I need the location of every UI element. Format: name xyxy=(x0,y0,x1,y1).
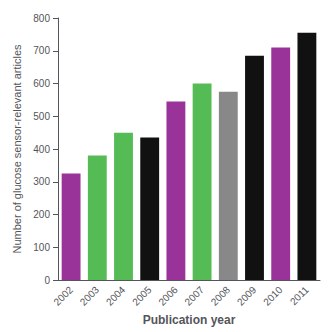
svg-text:400: 400 xyxy=(33,144,50,155)
svg-text:2004: 2004 xyxy=(104,284,128,308)
svg-text:Publication year: Publication year xyxy=(143,313,236,327)
svg-text:Number of glucose sensor-relev: Number of glucose sensor-relevant articl… xyxy=(11,44,23,254)
svg-text:800: 800 xyxy=(33,13,50,24)
svg-text:0: 0 xyxy=(44,275,50,286)
svg-text:300: 300 xyxy=(33,176,50,187)
svg-text:700: 700 xyxy=(33,45,50,56)
svg-text:500: 500 xyxy=(33,111,50,122)
svg-text:2009: 2009 xyxy=(235,284,259,308)
svg-text:2006: 2006 xyxy=(156,284,180,308)
svg-text:2003: 2003 xyxy=(78,284,102,308)
svg-text:2007: 2007 xyxy=(182,284,206,308)
svg-text:2010: 2010 xyxy=(261,284,285,308)
svg-text:2011: 2011 xyxy=(288,284,311,307)
svg-text:100: 100 xyxy=(33,242,50,253)
svg-text:600: 600 xyxy=(33,78,50,89)
svg-text:2002: 2002 xyxy=(51,284,75,308)
svg-text:200: 200 xyxy=(33,209,50,220)
svg-text:2008: 2008 xyxy=(209,284,233,308)
svg-text:2005: 2005 xyxy=(130,284,154,308)
